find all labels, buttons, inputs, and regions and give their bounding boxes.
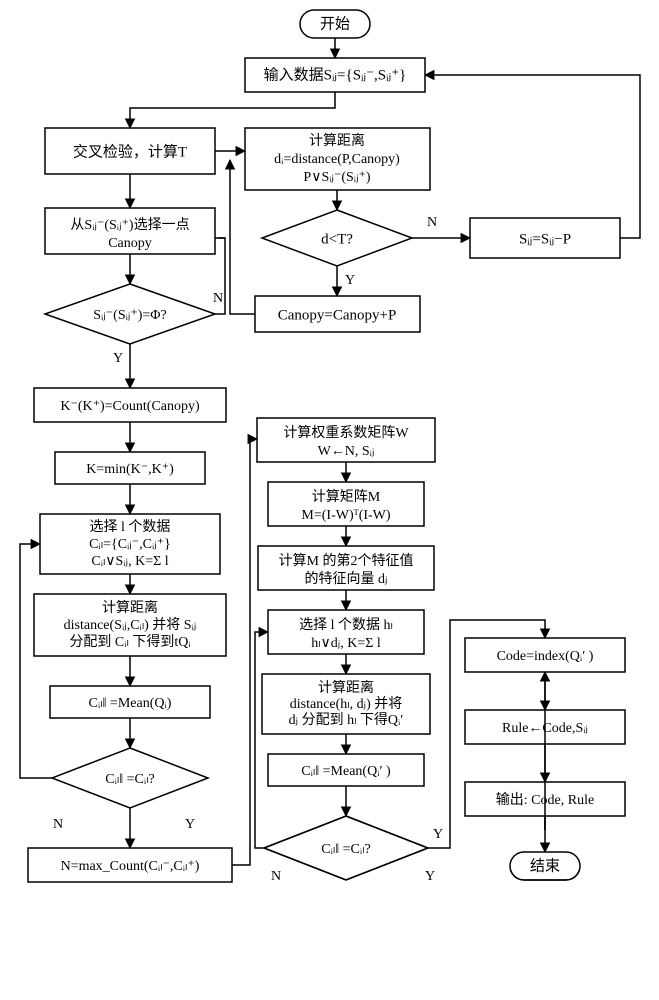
svg-text:计算权重系数矩阵W: 计算权重系数矩阵W xyxy=(283,425,409,441)
box-calc-dist-h: 计算距离 distance(hₗ, dⱼ) 并将 dⱼ 分配到 hₗ 下得Qᵢ′ xyxy=(262,674,430,734)
box-calc-w: 计算权重系数矩阵W W←N, Sᵢⱼ xyxy=(257,418,435,462)
sphi-text: Sᵢⱼ⁻(Sᵢⱼ⁺)=Φ? xyxy=(93,308,167,323)
box-input: 输入数据Sᵢⱼ={Sᵢⱼ⁻,Sᵢⱼ⁺} xyxy=(245,58,425,92)
box-calc-m: 计算矩阵M M=(I-W)ᵀ(I-W) xyxy=(268,482,424,526)
codeidx-text: Code=index(Qᵢ′ ) xyxy=(497,649,594,664)
label-y-2: Y xyxy=(113,351,123,366)
svg-text:distance(hₗ, dⱼ) 并将: distance(hₗ, dⱼ) 并将 xyxy=(290,696,402,712)
label-y-1: Y xyxy=(345,273,355,288)
sminusp-text: Sᵢⱼ=Sᵢⱼ−P xyxy=(519,231,571,247)
svg-text:计算矩阵M: 计算矩阵M xyxy=(312,489,381,505)
box-calc-dist-c: 计算距离 distance(Sᵢⱼ,Cᵢₗ) 并将 Sᵢⱼ 分配到 Cᵢₗ 下得… xyxy=(34,594,226,656)
svg-text:计算距离: 计算距离 xyxy=(309,132,365,149)
svg-text:计算M 的第2个特征值: 计算M 的第2个特征值 xyxy=(279,552,414,569)
svg-text:选择 l 个数据 hₗ: 选择 l 个数据 hₗ xyxy=(299,617,393,633)
canopyp-text: Canopy=Canopy+P xyxy=(278,307,397,323)
crosst-text: 交叉检验，计算T xyxy=(73,142,187,160)
svg-text:hₗ∨dⱼ, K=Σ l: hₗ∨dⱼ, K=Σ l xyxy=(311,636,381,651)
svg-text:Y: Y xyxy=(433,827,443,842)
cil2-text: Cᵢₗ‖ =Cᵢₗ? xyxy=(321,842,370,857)
decision-cil-1: Cᵢₗ‖ =Cᵢₗ? xyxy=(52,748,208,808)
label-y-3: Y xyxy=(185,817,195,832)
svg-text:dⱼ 分配到 hₗ 下得Qᵢ′: dⱼ 分配到 hₗ 下得Qᵢ′ xyxy=(289,711,404,728)
svg-text:计算距离: 计算距离 xyxy=(102,599,158,616)
svg-text:Canopy: Canopy xyxy=(108,236,152,251)
svg-text:M=(I-W)ᵀ(I-W): M=(I-W)ᵀ(I-W) xyxy=(301,508,390,523)
input-text: 输入数据Sᵢⱼ={Sᵢⱼ⁻,Sᵢⱼ⁺} xyxy=(264,66,407,83)
box-select-l: 选择 l 个数据 Cᵢₗ={Cᵢⱼ⁻,Cᵢⱼ⁺} Cᵢₗ∨Sᵢⱼ, K=Σ l xyxy=(40,514,220,574)
meanq2-text: Cᵢₗ‖ =Mean(Qᵢ′ ) xyxy=(301,764,391,779)
decision-cil-2: Cᵢₗ‖ =Cᵢₗ? xyxy=(264,816,428,880)
dlt-text: d<T? xyxy=(321,231,353,247)
kcount-text: K⁻(K⁺)=Count(Canopy) xyxy=(60,399,200,414)
svg-text:W←N, Sᵢⱼ: W←N, Sᵢⱼ xyxy=(318,444,375,459)
box-s-minus-p: Sᵢⱼ=Sᵢⱼ−P xyxy=(470,218,620,258)
nmax-text: N=max_Count(Cᵢₗ⁻,Cᵢₗ⁺) xyxy=(61,859,200,874)
label-n-2: N xyxy=(213,291,223,306)
box-code-idx: Code=index(Qᵢ′ ) xyxy=(465,638,625,672)
label-n-4: N xyxy=(271,869,281,884)
cil1-text: Cᵢₗ‖ =Cᵢₗ? xyxy=(105,772,154,787)
box-cross-t: 交叉检验，计算T xyxy=(45,128,215,174)
output-text: 输出: Code, Rule xyxy=(496,792,594,808)
box-canopy-plus-p: Canopy=Canopy+P xyxy=(255,296,420,332)
svg-text:的特征向量 dⱼ: 的特征向量 dⱼ xyxy=(305,571,388,587)
svg-text:计算距离: 计算距离 xyxy=(318,679,374,696)
label-n-1: N xyxy=(427,215,437,230)
decision-s-phi: Sᵢⱼ⁻(Sᵢⱼ⁺)=Φ? xyxy=(45,284,215,344)
box-k-min: K=min(K⁻,K⁺) xyxy=(55,452,205,484)
box-n-maxcount: N=max_Count(Cᵢₗ⁻,Cᵢₗ⁺) xyxy=(28,848,232,882)
svg-text:从Sᵢⱼ⁻(Sᵢⱼ⁺)选择一点: 从Sᵢⱼ⁻(Sᵢⱼ⁺)选择一点 xyxy=(70,217,189,233)
label-n-3: N xyxy=(53,817,63,832)
svg-text:分配到 Cᵢₗ 下得到tQᵢ: 分配到 Cᵢₗ 下得到tQᵢ xyxy=(69,633,191,650)
decision-d-lt-t: d<T? xyxy=(262,210,412,266)
svg-text:P∨Sᵢⱼ⁻(Sᵢⱼ⁺): P∨Sᵢⱼ⁻(Sᵢⱼ⁺) xyxy=(303,170,371,185)
rule-text: Rule←Code,Sᵢⱼ xyxy=(502,721,588,736)
box-mean-q: Cᵢₗ‖ =Mean(Qᵢ) xyxy=(50,686,210,718)
start-label: 开始 xyxy=(320,15,350,32)
kmin-text: K=min(K⁻,K⁺) xyxy=(86,462,174,477)
meanq-text: Cᵢₗ‖ =Mean(Qᵢ) xyxy=(89,696,172,711)
svg-text:dᵢ=distance(P,Canopy): dᵢ=distance(P,Canopy) xyxy=(274,152,400,167)
svg-text:distance(Sᵢⱼ,Cᵢₗ) 并将 Sᵢⱼ: distance(Sᵢⱼ,Cᵢₗ) 并将 Sᵢⱼ xyxy=(64,617,197,633)
terminal-start: 开始 xyxy=(300,10,370,38)
box-pick-canopy: 从Sᵢⱼ⁻(Sᵢⱼ⁺)选择一点 Canopy xyxy=(45,208,215,254)
box-calc-dist: 计算距离 dᵢ=distance(P,Canopy) P∨Sᵢⱼ⁻(Sᵢⱼ⁺) xyxy=(245,128,430,190)
box-eigen: 计算M 的第2个特征值 的特征向量 dⱼ xyxy=(258,546,434,590)
svg-text:Cᵢₗ∨Sᵢⱼ, K=Σ l: Cᵢₗ∨Sᵢⱼ, K=Σ l xyxy=(91,554,168,569)
svg-text:选择 l 个数据: 选择 l 个数据 xyxy=(90,519,171,535)
box-mean-q2: Cᵢₗ‖ =Mean(Qᵢ′ ) xyxy=(268,754,424,786)
box-k-count: K⁻(K⁺)=Count(Canopy) xyxy=(34,388,226,422)
box-select-h: 选择 l 个数据 hₗ hₗ∨dⱼ, K=Σ l xyxy=(268,610,424,654)
label-y-4: Y xyxy=(425,869,435,884)
svg-text:Cᵢₗ={Cᵢⱼ⁻,Cᵢⱼ⁺}: Cᵢₗ={Cᵢⱼ⁻,Cᵢⱼ⁺} xyxy=(89,537,171,552)
svg-text:结束: 结束 xyxy=(530,857,560,874)
